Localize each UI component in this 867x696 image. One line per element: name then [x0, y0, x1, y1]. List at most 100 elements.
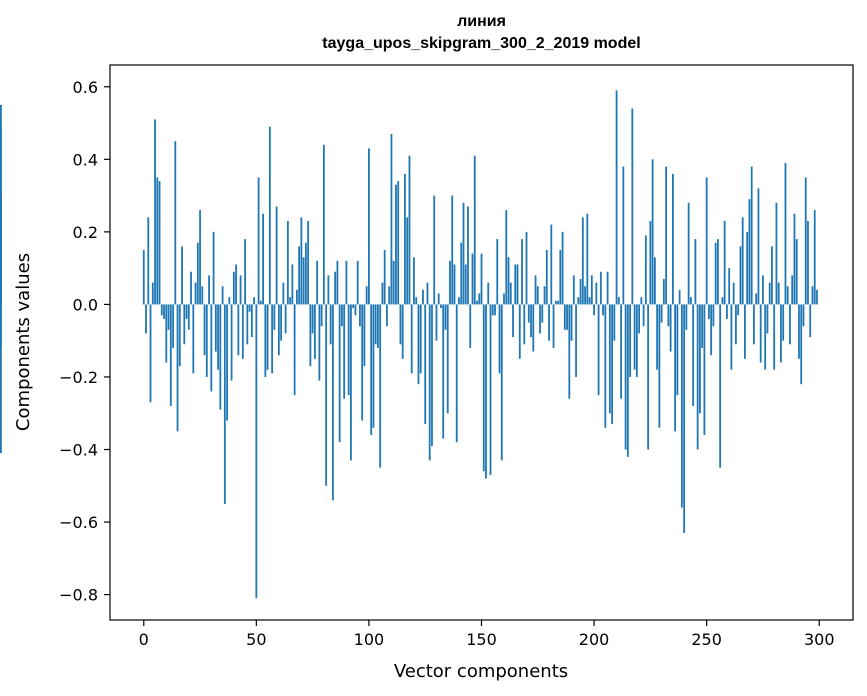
bar — [518, 304, 521, 359]
bar — [395, 184, 397, 305]
bar — [766, 304, 769, 334]
bar — [289, 297, 292, 305]
bar — [793, 213, 796, 305]
bar — [552, 304, 555, 348]
bar — [656, 304, 659, 370]
bar — [291, 264, 294, 305]
bar — [309, 304, 312, 367]
bar — [223, 304, 226, 504]
bar — [221, 286, 224, 305]
bar — [165, 304, 168, 363]
bar — [453, 264, 456, 305]
bar — [455, 304, 458, 443]
x-axis-ticks: 0 50 100 150 200 250 300 — [139, 620, 835, 649]
bar — [786, 286, 789, 305]
bar — [489, 304, 492, 475]
y-tick-label: 0.6 — [73, 78, 98, 97]
bar — [163, 304, 165, 319]
bar — [789, 304, 791, 345]
bar — [413, 257, 415, 305]
bar — [811, 286, 814, 305]
bar — [710, 304, 713, 356]
x-tick-label: 250 — [691, 630, 722, 649]
bar — [561, 231, 564, 305]
bar — [705, 177, 708, 305]
bar — [154, 119, 156, 305]
bar — [651, 159, 654, 305]
bar — [622, 166, 625, 305]
bar — [692, 304, 695, 406]
x-tick-label: 0 — [139, 630, 149, 649]
plot-frame — [109, 64, 854, 621]
bar — [726, 304, 728, 319]
bar — [199, 210, 201, 305]
bar — [192, 304, 195, 374]
bar — [491, 304, 494, 316]
bar — [440, 304, 442, 309]
bar — [228, 297, 231, 305]
bar — [145, 304, 147, 334]
bar — [390, 133, 393, 305]
bar — [685, 304, 688, 330]
bar — [248, 304, 251, 312]
y-tick-label: 0.4 — [73, 150, 98, 169]
bar — [203, 304, 206, 356]
bar — [176, 304, 179, 432]
bar — [316, 260, 319, 305]
bar — [536, 286, 539, 305]
bar — [746, 231, 749, 305]
bar — [304, 242, 307, 305]
bar — [665, 166, 668, 305]
bar — [187, 304, 190, 330]
bar-series — [0, 90, 818, 599]
bar — [644, 235, 647, 305]
bar — [208, 275, 210, 305]
y-tick-label: −0.8 — [59, 586, 98, 605]
bar — [284, 304, 287, 334]
bar — [494, 304, 496, 316]
bar — [626, 304, 629, 457]
bar — [741, 217, 744, 305]
bar — [590, 275, 593, 305]
bar — [683, 304, 686, 533]
bar — [498, 304, 501, 374]
bar — [253, 297, 255, 305]
bar — [147, 217, 150, 305]
bar — [816, 289, 818, 305]
bar — [539, 304, 541, 334]
bar — [696, 304, 699, 450]
bar — [379, 304, 382, 468]
bar — [232, 271, 235, 305]
bar — [708, 304, 710, 319]
bar — [167, 304, 170, 330]
bar — [534, 275, 537, 305]
bar — [327, 275, 330, 305]
bar — [399, 304, 402, 345]
bar — [505, 210, 508, 305]
bar — [694, 239, 697, 305]
bar — [239, 275, 242, 305]
bar — [442, 304, 445, 439]
bar — [449, 260, 451, 305]
bar — [446, 304, 449, 414]
bar — [516, 264, 519, 305]
bar — [397, 181, 400, 305]
bar — [158, 181, 161, 305]
bar — [149, 304, 152, 403]
bar — [415, 297, 418, 305]
bar — [0, 104, 2, 305]
bar — [361, 304, 364, 421]
bar — [503, 293, 505, 305]
bar — [496, 239, 499, 305]
bar — [381, 282, 384, 305]
bar — [259, 300, 262, 305]
bar — [588, 297, 591, 305]
bar — [617, 297, 620, 305]
bar — [507, 257, 510, 305]
bar — [584, 286, 586, 305]
bar — [417, 304, 420, 385]
bar — [408, 155, 411, 305]
bar — [548, 304, 550, 341]
bar — [509, 282, 512, 305]
y-axis-label: Components values — [13, 253, 34, 431]
